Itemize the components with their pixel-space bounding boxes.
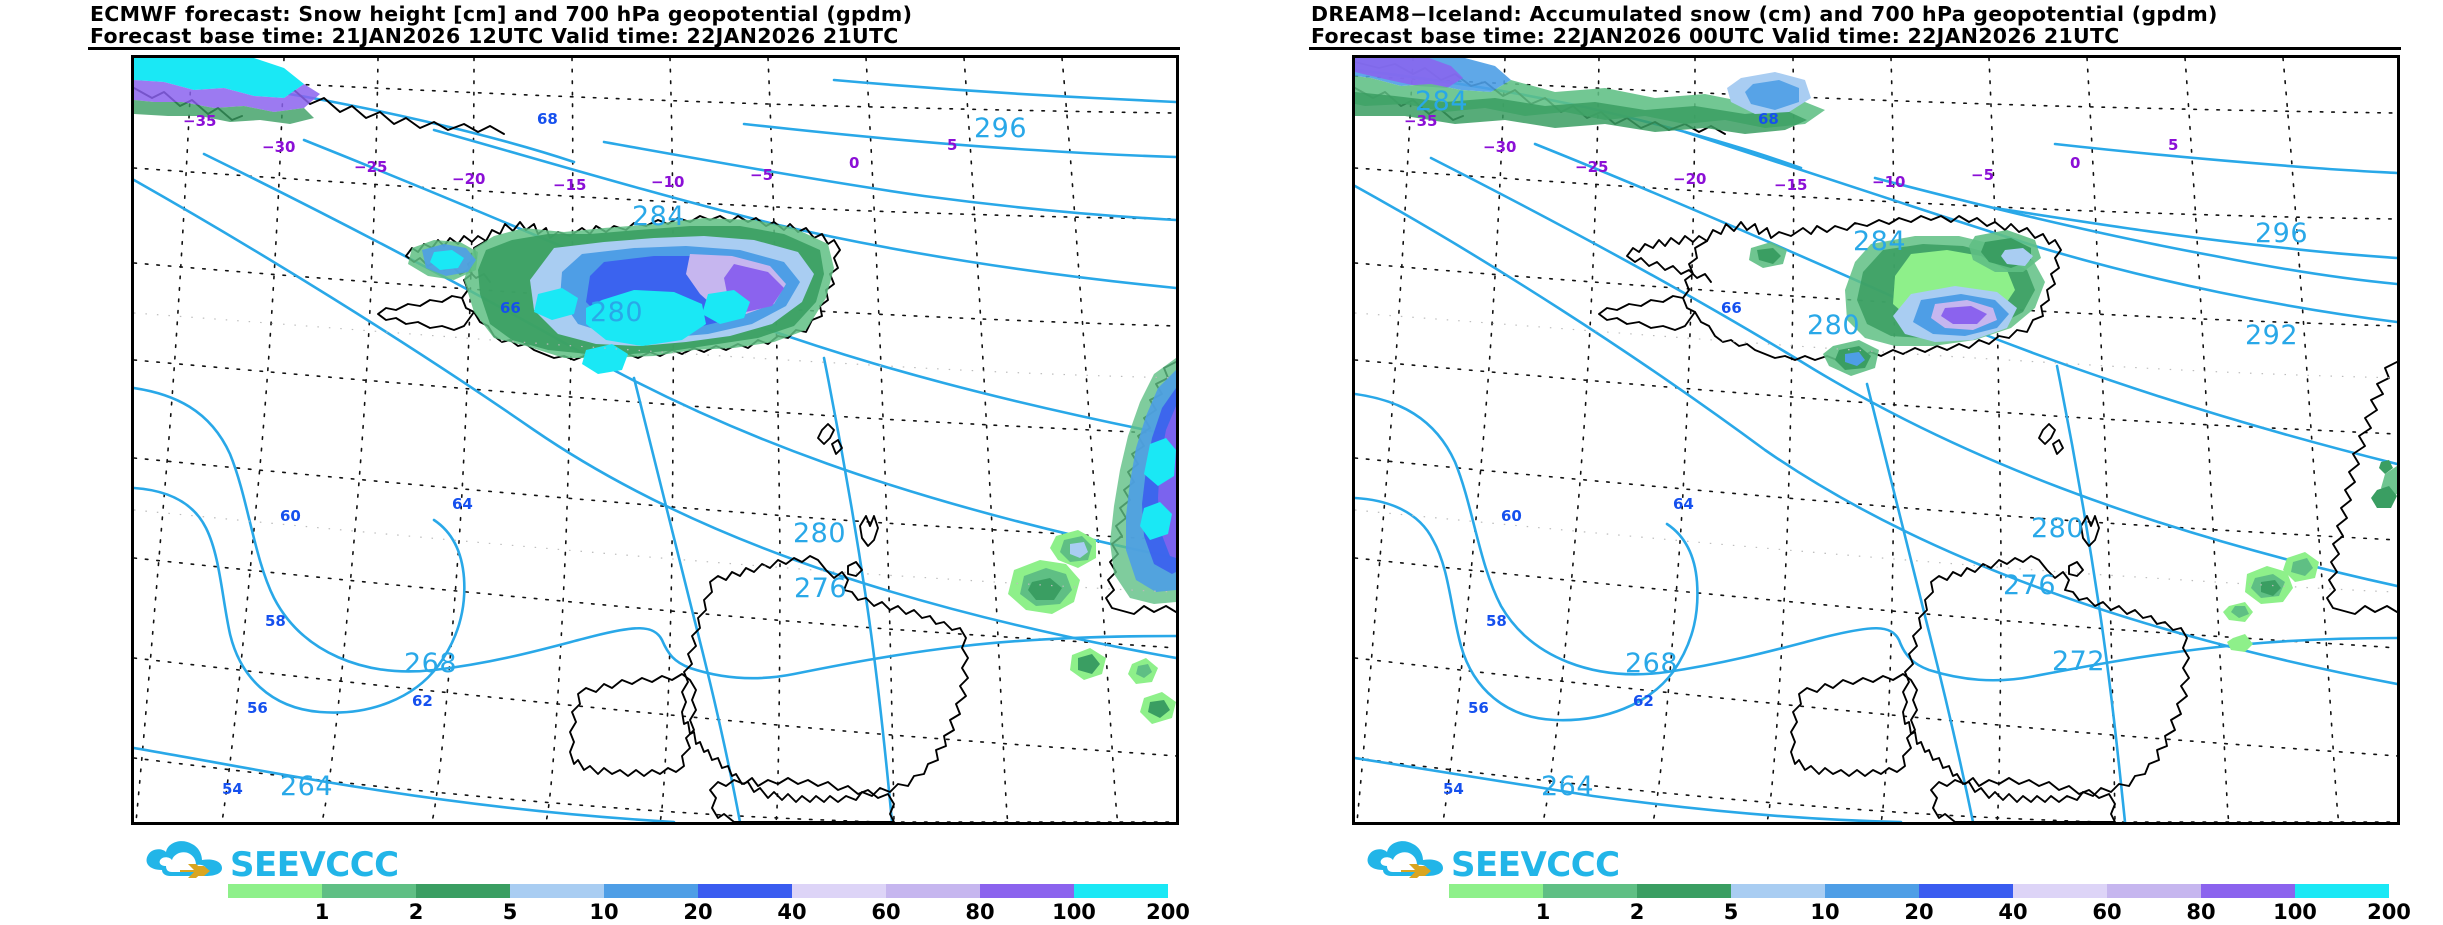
colorbar-tick-label: 20: [1904, 900, 1934, 924]
colorbar-swatch: [510, 884, 604, 898]
colorbar-tick-label: 80: [2186, 900, 2216, 924]
colorbar-left: 1 2 5 10 20 40 60 80 100 200: [228, 884, 1190, 924]
colorbar-swatch: [1825, 884, 1919, 898]
panel-dream8: DREAM8−Iceland: Accumulated snow (cm) an…: [1221, 0, 2442, 925]
colorbar-tick-label: 5: [502, 900, 518, 924]
graticule-longitude-lines: [135, 58, 1119, 822]
seevccc-logo-right: SEEVCCC: [1361, 836, 1621, 888]
colorbar-tick-label: 20: [683, 900, 713, 924]
seevccc-logo-left: SEEVCCC: [140, 836, 400, 888]
colorbar-tick-label: 5: [1723, 900, 1739, 924]
colorbar-tick-label: 10: [589, 900, 619, 924]
logo-text: SEEVCCC: [230, 845, 399, 885]
colorbar-tick-label: 2: [408, 900, 424, 924]
colorbar-swatch: [980, 884, 1074, 898]
geopotential-contours-dream8: [1355, 68, 2397, 822]
colorbar-swatch: [2295, 884, 2389, 898]
colorbar-swatch: [1074, 884, 1168, 898]
graticule-minor: [1355, 312, 2397, 593]
colorbar-swatch: [2107, 884, 2201, 898]
colorbar-swatch: [1449, 884, 1543, 898]
panel-title-line2: Forecast base time: 21JAN2026 12UTC Vali…: [90, 24, 899, 48]
panel-ecmwf: ECMWF forecast: Snow height [cm] and 700…: [0, 0, 1221, 925]
colorbar-tick-label: 60: [2092, 900, 2122, 924]
colorbar-swatches-right: [1449, 884, 2389, 898]
colorbar-tick-label: 200: [2367, 900, 2411, 924]
map-canvas-dream8: [1355, 58, 2397, 822]
colorbar-swatch: [2013, 884, 2107, 898]
colorbar-swatch: [322, 884, 416, 898]
map-canvas-ecmwf: [134, 58, 1176, 822]
snow-shading-dream8: [1355, 58, 2397, 652]
geopotential-contours-ecmwf: [134, 70, 1176, 822]
panel-title-line1: DREAM8−Iceland: Accumulated snow (cm) an…: [1311, 2, 2218, 26]
graticule-minor: [134, 312, 1176, 593]
colorbar-ticks-right: 1 2 5 10 20 40 60 80 100 200: [1449, 900, 2411, 924]
graticule-longitude-lines: [1356, 58, 2340, 822]
panel-title-line1: ECMWF forecast: Snow height [cm] and 700…: [90, 2, 913, 26]
colorbar-swatch: [698, 884, 792, 898]
colorbar-swatch: [792, 884, 886, 898]
logo-text: SEEVCCC: [1451, 845, 1620, 885]
snow-shading-ecmwf: [134, 58, 1176, 724]
arrow-icon: [1401, 864, 1431, 878]
colorbar-tick-label: 100: [1052, 900, 1096, 924]
panel-title-line2: Forecast base time: 22JAN2026 00UTC Vali…: [1311, 24, 2120, 48]
colorbar-tick-label: 2: [1629, 900, 1645, 924]
coastlines-ecmwf: [134, 61, 1176, 822]
colorbar-tick-label: 100: [2273, 900, 2317, 924]
title-separator-rule: [1309, 47, 2401, 50]
map-frame-ecmwf[interactable]: 68666462605856545250−35−30−25−20−15−10−5…: [131, 55, 1179, 825]
colorbar-tick-label: 1: [1535, 900, 1551, 924]
graticule-latitude-lines: [134, 75, 1176, 822]
colorbar-swatch: [228, 884, 322, 898]
panel-title-block-ecmwf: ECMWF forecast: Snow height [cm] and 700…: [90, 4, 1210, 47]
colorbar-swatch: [2201, 884, 2295, 898]
colorbar-ticks-left: 1 2 5 10 20 40 60 80 100 200: [228, 900, 1190, 924]
colorbar-tick-label: 80: [965, 900, 995, 924]
map-frame-dream8[interactable]: 68666462605856545250−35−30−25−20−15−10−5…: [1352, 55, 2400, 825]
colorbar-tick-label: 40: [1998, 900, 2028, 924]
colorbar-swatch: [416, 884, 510, 898]
colorbar-swatch: [1637, 884, 1731, 898]
colorbar-right: 1 2 5 10 20 40 60 80 100 200: [1449, 884, 2411, 924]
colorbar-swatch: [1919, 884, 2013, 898]
arrow-icon: [180, 864, 210, 878]
title-separator-rule: [88, 47, 1180, 50]
colorbar-tick-label: 60: [871, 900, 901, 924]
colorbar-swatch: [1543, 884, 1637, 898]
colorbar-swatches-left: [228, 884, 1168, 898]
colorbar-tick-label: 40: [777, 900, 807, 924]
colorbar-swatch: [604, 884, 698, 898]
panel-title-block-dream8: DREAM8−Iceland: Accumulated snow (cm) an…: [1311, 4, 2431, 47]
colorbar-swatch: [886, 884, 980, 898]
colorbar-swatch: [1731, 884, 1825, 898]
colorbar-tick-label: 10: [1810, 900, 1840, 924]
colorbar-tick-label: 1: [314, 900, 330, 924]
colorbar-tick-label: 200: [1146, 900, 1190, 924]
